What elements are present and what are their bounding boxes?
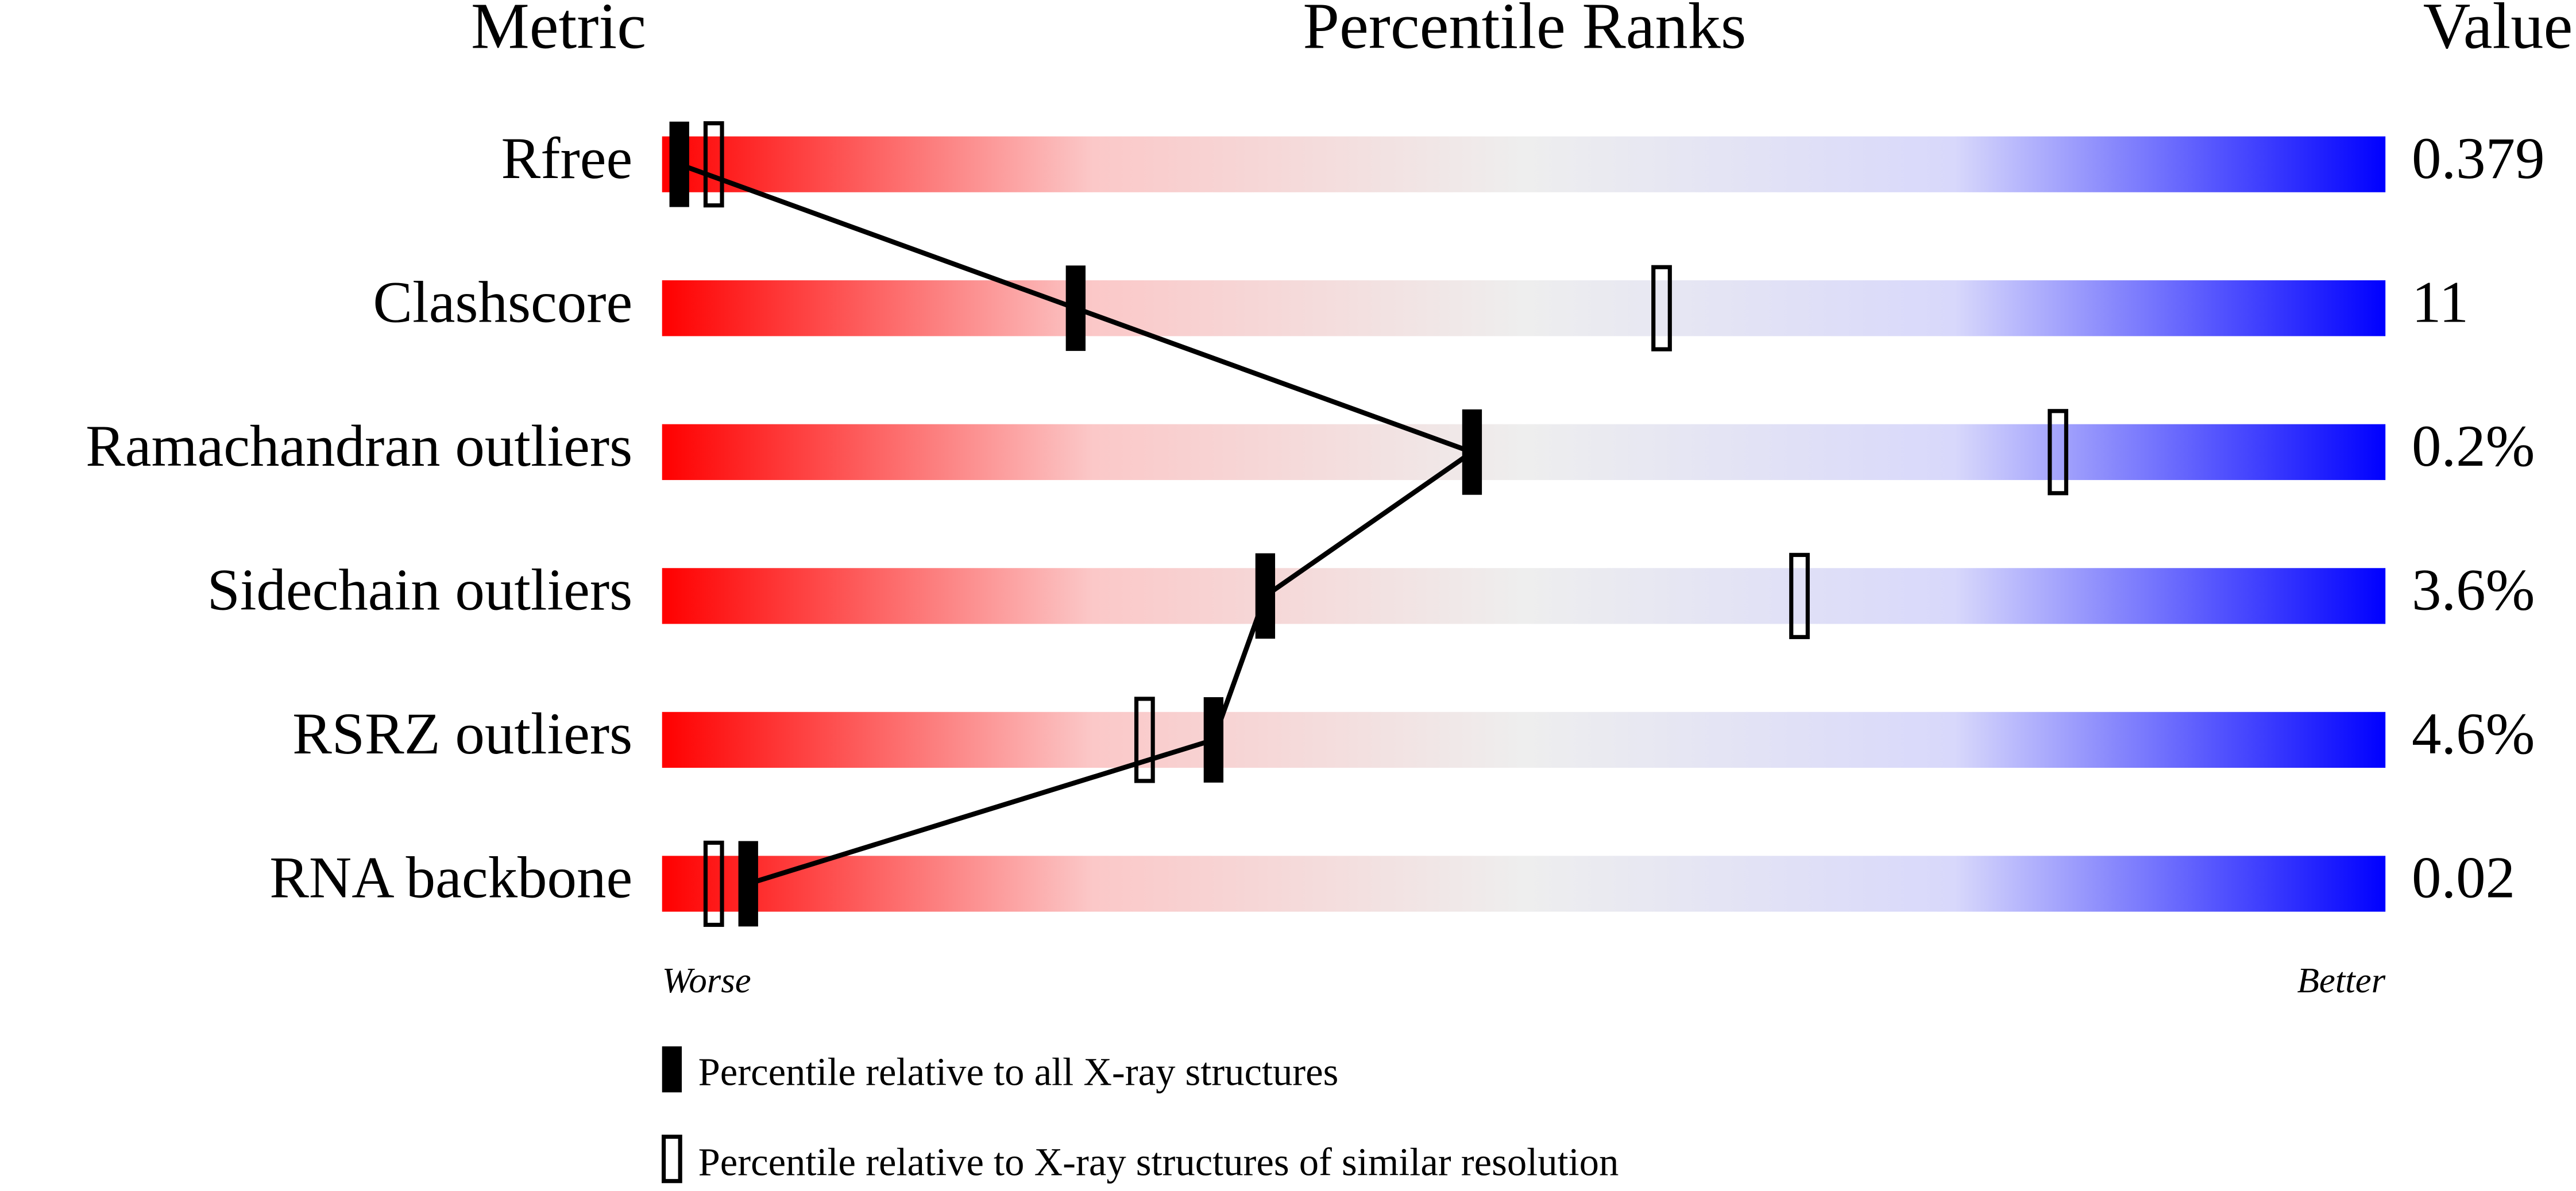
metric-label: Sidechain outliers: [207, 557, 633, 622]
marker-similar-resolution: [2048, 409, 2068, 496]
legend-swatch-open: [661, 1134, 682, 1184]
metric-label: Ramachandran outliers: [86, 413, 632, 479]
marker-similar-resolution: [1134, 697, 1155, 783]
metric-label: Rfree: [501, 126, 633, 191]
marker-all-xray: [1462, 409, 1482, 495]
gradient-bar: [662, 424, 2386, 480]
marker-similar-resolution: [1789, 552, 1810, 639]
legend-swatch-filled: [662, 1046, 682, 1093]
gradient-bar: [662, 711, 2386, 768]
header: Value: [2423, 0, 2573, 63]
gradient-bar: [662, 856, 2386, 912]
marker-all-xray: [669, 121, 689, 207]
metric-value: 0.2%: [2412, 413, 2535, 479]
metric-value: 4.6%: [2412, 701, 2535, 767]
legend-label: Percentile relative to all X-ray structu…: [698, 1050, 1339, 1093]
marker-similar-resolution: [703, 121, 724, 208]
gradient-bar: [662, 136, 2386, 192]
metric-label: RSRZ outliers: [292, 701, 632, 767]
axis-end-label: Better: [2297, 960, 2385, 1000]
metric-value: 0.02: [2412, 845, 2515, 911]
marker-similar-resolution: [1651, 265, 1672, 351]
metric-label: Clashscore: [373, 269, 632, 335]
marker-similar-resolution: [703, 840, 724, 927]
metric-value: 11: [2412, 269, 2469, 335]
header: Metric: [471, 0, 646, 63]
header: Percentile Ranks: [1303, 0, 1746, 63]
legend-label: Percentile relative to X-ray structures …: [698, 1140, 1619, 1184]
axis-end-label: Worse: [662, 960, 751, 1000]
marker-all-xray: [1255, 553, 1276, 639]
metric-value: 3.6%: [2412, 557, 2535, 622]
gradient-bar: [662, 568, 2386, 624]
metric-label: RNA backbone: [269, 845, 632, 911]
marker-all-xray: [738, 841, 758, 927]
marker-all-xray: [1203, 697, 1224, 783]
metric-value: 0.379: [2412, 126, 2545, 191]
marker-all-xray: [1065, 265, 1086, 351]
gradient-bar: [662, 280, 2386, 337]
